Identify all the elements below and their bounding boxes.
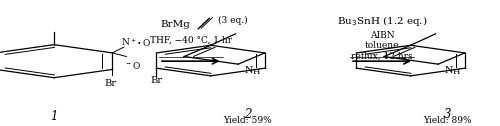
Text: 3: 3 <box>444 108 451 121</box>
Text: BrMg: BrMg <box>161 20 190 29</box>
Text: N: N <box>444 66 452 75</box>
Text: N: N <box>244 66 252 75</box>
Text: Yield: 89%: Yield: 89% <box>423 116 472 125</box>
Text: $^-$O: $^-$O <box>124 60 141 71</box>
Text: N$^+$: N$^+$ <box>122 36 138 48</box>
Text: Bu$_3$SnH (1.2 eq.): Bu$_3$SnH (1.2 eq.) <box>337 14 427 28</box>
Text: (3 eq.): (3 eq.) <box>218 16 248 25</box>
Text: O: O <box>142 39 150 48</box>
Text: 1: 1 <box>50 110 58 123</box>
Text: Br: Br <box>150 76 162 85</box>
Text: Br: Br <box>104 79 116 88</box>
Text: $\bullet$: $\bullet$ <box>136 38 141 46</box>
Text: H: H <box>252 68 260 76</box>
Text: 2: 2 <box>244 108 252 121</box>
Text: Yield: 59%: Yield: 59% <box>223 116 272 125</box>
Text: THF, −40 °C, 1 hr: THF, −40 °C, 1 hr <box>150 36 232 45</box>
Text: H: H <box>452 68 460 76</box>
Text: reflux, 12 hrs: reflux, 12 hrs <box>351 52 413 61</box>
Text: toluene: toluene <box>365 41 399 50</box>
Text: AIBN: AIBN <box>370 31 394 40</box>
